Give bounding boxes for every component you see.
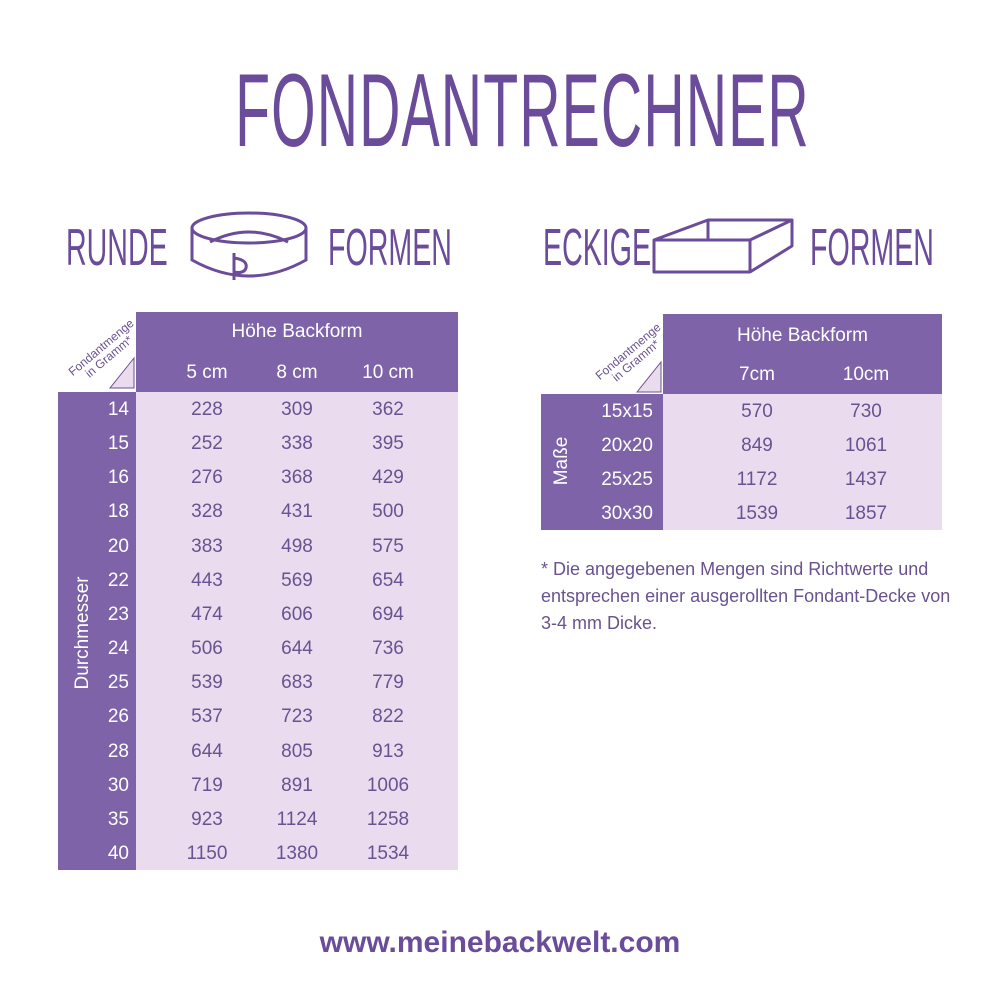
table-cell: 644 — [281, 638, 313, 660]
row-label: 30 — [107, 774, 129, 796]
row-label: 40 — [107, 842, 129, 864]
footnote: * Die angegebenen Mengen sind Richtwerte… — [541, 559, 951, 633]
table-cell: 1437 — [844, 469, 888, 490]
table-cell: 252 — [191, 433, 223, 455]
row-label: 30x30 — [601, 503, 653, 524]
corner-triangle — [635, 360, 662, 393]
row-label: 15 — [107, 433, 129, 455]
table-cell: 1061 — [844, 435, 888, 456]
table-cell: 779 — [372, 672, 404, 694]
row-label: 25x25 — [601, 469, 653, 490]
square-heading-right: FORMEN — [810, 219, 934, 277]
square-body-bg — [663, 394, 942, 530]
table-cell: 575 — [372, 535, 404, 557]
column-header: 7cm — [739, 364, 775, 385]
row-label: 18 — [107, 501, 129, 523]
table-cell: 736 — [372, 638, 404, 660]
row-label: 28 — [107, 740, 129, 762]
table-cell: 719 — [191, 774, 223, 796]
table-cell: 923 — [191, 808, 223, 830]
column-header: 10 cm — [362, 362, 414, 383]
table-cell: 276 — [191, 467, 223, 489]
table-cell: 395 — [372, 433, 404, 455]
table-cell: 443 — [191, 569, 223, 591]
table-cell: 537 — [191, 706, 223, 728]
table-cell: 368 — [281, 467, 313, 489]
square-cake-pan-icon — [652, 218, 794, 274]
table-cell: 474 — [191, 603, 223, 625]
table-cell: 429 — [372, 467, 404, 489]
table-cell: 498 — [281, 535, 313, 557]
table-cell: 1172 — [736, 469, 778, 490]
table-cell: 570 — [741, 401, 773, 422]
table-cell: 500 — [372, 501, 404, 523]
round-heading-left: RUNDE — [66, 219, 168, 277]
table-cell: 328 — [191, 501, 223, 523]
table-cell: 1539 — [735, 503, 779, 524]
table-cell: 730 — [850, 401, 882, 422]
column-header: 5 cm — [186, 362, 228, 383]
column-header: 10cm — [842, 364, 890, 385]
round-cake-pan-icon — [190, 211, 308, 280]
round-fondant-table: Höhe Backform Fondantmenge in Gramm* Durc… — [58, 312, 458, 870]
round-body-bg — [136, 392, 458, 870]
table-cell: 1258 — [366, 808, 410, 830]
row-label: 25 — [107, 672, 129, 694]
row-label: 20x20 — [601, 435, 653, 456]
table-cell: 805 — [281, 740, 313, 762]
table-cell: 383 — [191, 535, 223, 557]
round-header-title: Höhe Backform — [231, 321, 363, 342]
table-cell: 569 — [281, 569, 313, 591]
round-row-header-bg — [58, 392, 136, 870]
column-header: 8 cm — [276, 362, 318, 383]
round-heading-right: FORMEN — [328, 219, 452, 277]
table-cell: 822 — [372, 706, 404, 728]
table-cell: 1150 — [186, 842, 228, 864]
row-label: 14 — [107, 399, 129, 420]
table-cell: 1124 — [276, 808, 318, 830]
table-cell: 654 — [372, 569, 404, 591]
table-cell: 1857 — [844, 503, 888, 524]
table-cell: 644 — [191, 740, 223, 762]
table-cell: 1380 — [275, 842, 319, 864]
table-cell: 506 — [191, 638, 223, 660]
square-header-bg — [663, 314, 942, 394]
row-label: 15x15 — [601, 401, 653, 422]
page-title: FONDANTRECHNER — [235, 53, 810, 169]
table-cell: 683 — [281, 672, 313, 694]
row-label: 20 — [107, 535, 129, 557]
round-header-bg — [136, 312, 458, 392]
square-fondant-table: Höhe Backform Fondantmenge in Gramm* Maße… — [541, 314, 942, 530]
table-cell: 891 — [281, 774, 313, 796]
row-axis-label: Maße — [551, 436, 572, 486]
table-cell: 1534 — [366, 842, 410, 864]
corner-triangle — [108, 356, 135, 389]
square-heading-left: ECKIGE — [543, 219, 652, 277]
row-label: 26 — [107, 706, 129, 728]
row-label: 24 — [107, 638, 129, 660]
website-link[interactable]: www.meinebackwelt.com — [319, 926, 681, 959]
table-cell: 338 — [281, 433, 313, 455]
row-label: 22 — [107, 569, 129, 591]
row-label: 35 — [107, 808, 129, 830]
row-label: 23 — [107, 603, 129, 625]
table-cell: 913 — [372, 740, 404, 762]
table-cell: 849 — [741, 435, 773, 456]
table-cell: 694 — [372, 603, 404, 625]
row-label: 16 — [107, 467, 129, 489]
square-header-title: Höhe Backform — [737, 325, 868, 346]
square-row-header-bg — [541, 394, 663, 530]
table-cell: 539 — [191, 672, 223, 694]
table-cell: 228 — [191, 399, 223, 420]
table-cell: 606 — [281, 603, 313, 625]
table-cell: 1006 — [366, 774, 410, 796]
table-cell: 723 — [281, 706, 313, 728]
table-cell: 309 — [281, 399, 313, 420]
table-cell: 431 — [281, 501, 313, 523]
table-cell: 362 — [372, 399, 404, 420]
